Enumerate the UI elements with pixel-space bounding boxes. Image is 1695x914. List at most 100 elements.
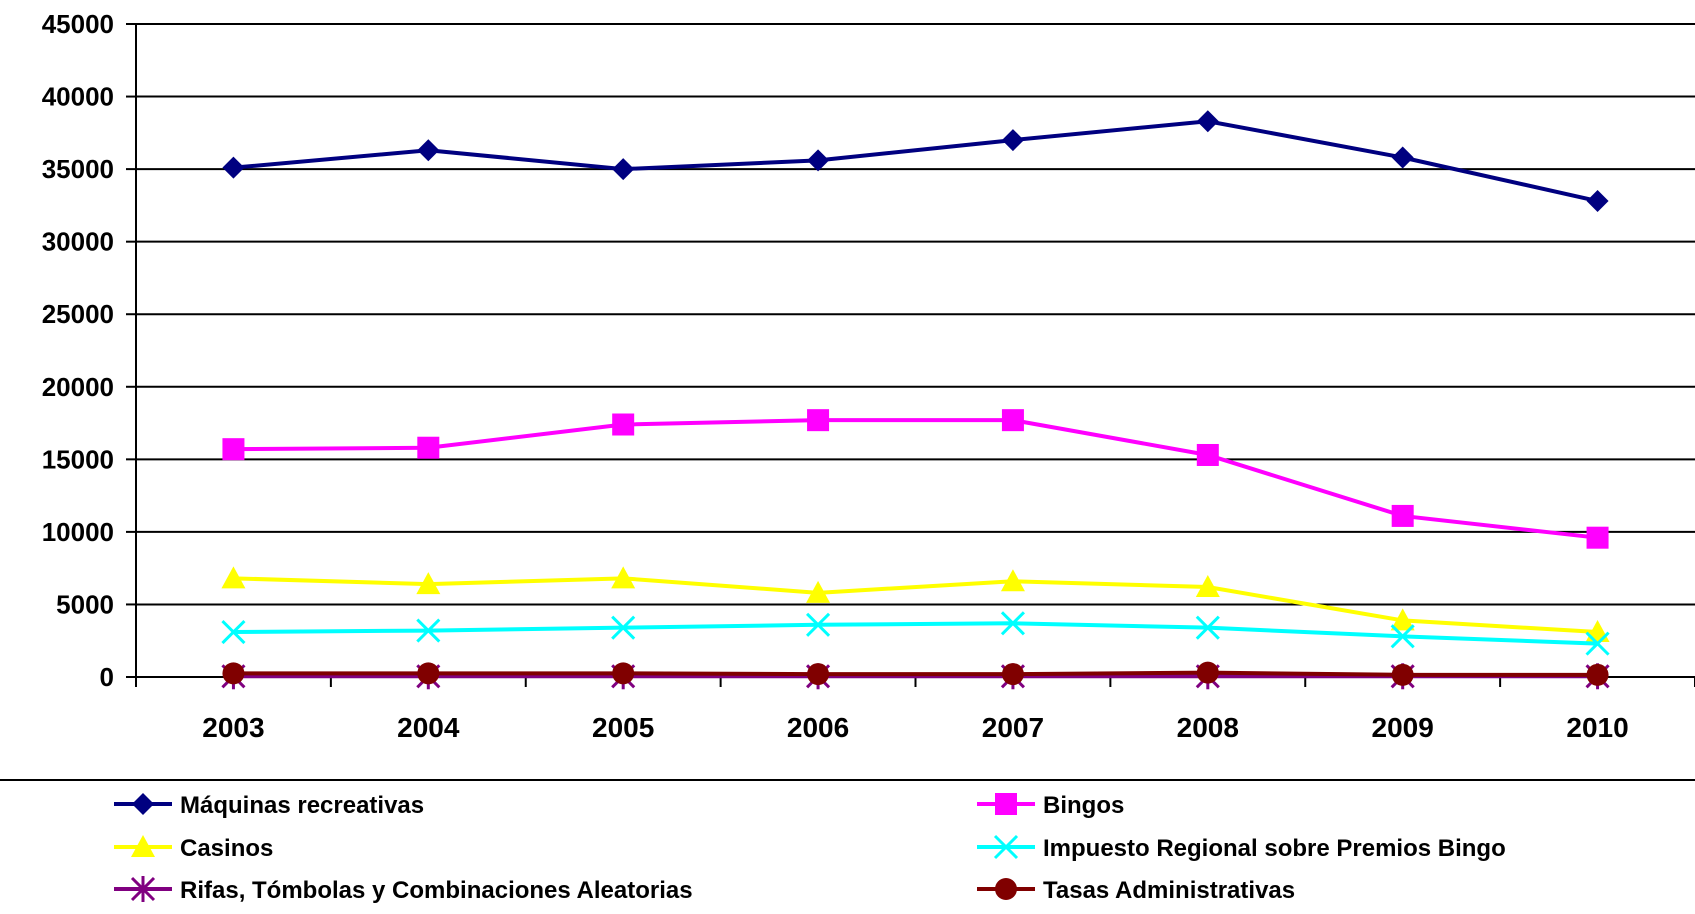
marker-circle <box>995 878 1017 900</box>
marker-circle <box>807 663 830 686</box>
data-point <box>1391 663 1414 686</box>
marker-x <box>221 619 246 645</box>
data-point <box>416 572 441 595</box>
y-tick-label: 0 <box>100 662 114 692</box>
legend-label: Máquinas recreativas <box>180 792 424 819</box>
marker-square <box>417 436 440 459</box>
data-point <box>611 615 636 640</box>
series-5 <box>222 661 1609 686</box>
marker-x <box>1195 615 1220 640</box>
marker-triangle <box>1195 575 1220 598</box>
data-point <box>1585 631 1610 656</box>
marker-diamond <box>132 793 154 815</box>
legend-item: Tasas Administrativas <box>977 877 1295 904</box>
data-point <box>806 580 831 603</box>
data-point <box>1390 608 1415 631</box>
marker-triangle <box>1000 569 1025 592</box>
x-tick-label: 2003 <box>202 712 264 743</box>
x-tick-label: 2006 <box>787 712 849 743</box>
legend-label: Impuesto Regional sobre Premios Bingo <box>1043 835 1506 862</box>
marker-diamond <box>1391 146 1414 169</box>
data-point <box>1586 663 1609 686</box>
marker-diamond <box>1001 129 1024 152</box>
x-tick-label: 2008 <box>1177 712 1239 743</box>
data-point <box>417 662 440 685</box>
data-point <box>1001 409 1024 432</box>
marker-square <box>1391 504 1414 527</box>
marker-square <box>995 793 1017 815</box>
marker-diamond <box>807 149 830 172</box>
marker-diamond <box>417 139 440 162</box>
legend-item: Máquinas recreativas <box>114 792 424 819</box>
legend-label: Tasas Administrativas <box>1043 877 1295 904</box>
marker-square <box>222 438 245 461</box>
data-point <box>1586 190 1609 213</box>
legend: Máquinas recreativas Bingos Casinos Impuest… <box>0 779 1695 904</box>
marker-square <box>1001 409 1024 432</box>
marker-diamond <box>612 158 635 181</box>
marker-asterisk <box>130 876 156 902</box>
data-point <box>1196 443 1219 466</box>
marker-diamond <box>222 156 245 179</box>
marker-circle <box>1391 663 1414 686</box>
data-point <box>222 662 245 685</box>
data-point <box>1586 526 1609 549</box>
data-point <box>807 663 830 686</box>
marker-x <box>611 615 636 640</box>
marker-triangle <box>806 580 831 603</box>
data-point <box>611 566 636 589</box>
marker-square <box>1586 526 1609 549</box>
legend-label: Casinos <box>180 835 273 862</box>
data-point <box>1391 146 1414 169</box>
y-tick-label: 25000 <box>42 299 114 329</box>
marker-x <box>806 612 831 637</box>
marker-x <box>1000 611 1025 636</box>
marker-circle <box>1001 663 1024 686</box>
gridlines <box>136 23 1695 678</box>
data-point <box>221 566 246 589</box>
marker-circle <box>1196 661 1219 684</box>
marker-triangle <box>1390 608 1415 631</box>
data-point <box>1391 504 1414 527</box>
y-tick-label: 20000 <box>42 372 114 402</box>
series-0 <box>222 110 1609 213</box>
marker-circle <box>417 662 440 685</box>
marker-square <box>612 413 635 436</box>
series-lines <box>221 110 1610 690</box>
y-tick-label: 45000 <box>42 9 114 39</box>
data-point <box>222 438 245 461</box>
marker-diamond <box>1586 190 1609 213</box>
series-line <box>233 418 1598 540</box>
data-point <box>1195 575 1220 598</box>
marker-triangle <box>131 835 155 857</box>
marker-triangle <box>611 566 636 589</box>
marker-square <box>807 409 830 432</box>
data-point <box>612 413 635 436</box>
legend-label: Rifas, Tómbolas y Combinaciones Aleatori… <box>180 877 693 904</box>
data-point <box>807 149 830 172</box>
data-point <box>612 158 635 181</box>
x-tick-label: 2004 <box>397 712 460 743</box>
legend-item: Impuesto Regional sobre Premios Bingo <box>977 834 1506 862</box>
legend-item: Casinos <box>114 835 273 862</box>
series-line <box>233 119 1598 203</box>
y-tick-label: 35000 <box>42 154 114 184</box>
series-1 <box>222 409 1609 549</box>
x-tick-label: 2009 <box>1372 712 1434 743</box>
data-point <box>1000 611 1025 636</box>
legend-item: Bingos <box>977 792 1124 819</box>
series-line <box>233 670 1598 677</box>
data-point <box>222 156 245 179</box>
marker-square <box>1196 443 1219 466</box>
data-point <box>417 139 440 162</box>
marker-diamond <box>1196 110 1219 133</box>
series-3 <box>221 611 1610 656</box>
marker-x <box>993 834 1019 860</box>
data-point <box>417 436 440 459</box>
marker-triangle <box>221 566 246 589</box>
data-point <box>612 662 635 685</box>
legend-item: Rifas, Tómbolas y Combinaciones Aleatori… <box>114 876 693 904</box>
data-point <box>1390 624 1415 649</box>
